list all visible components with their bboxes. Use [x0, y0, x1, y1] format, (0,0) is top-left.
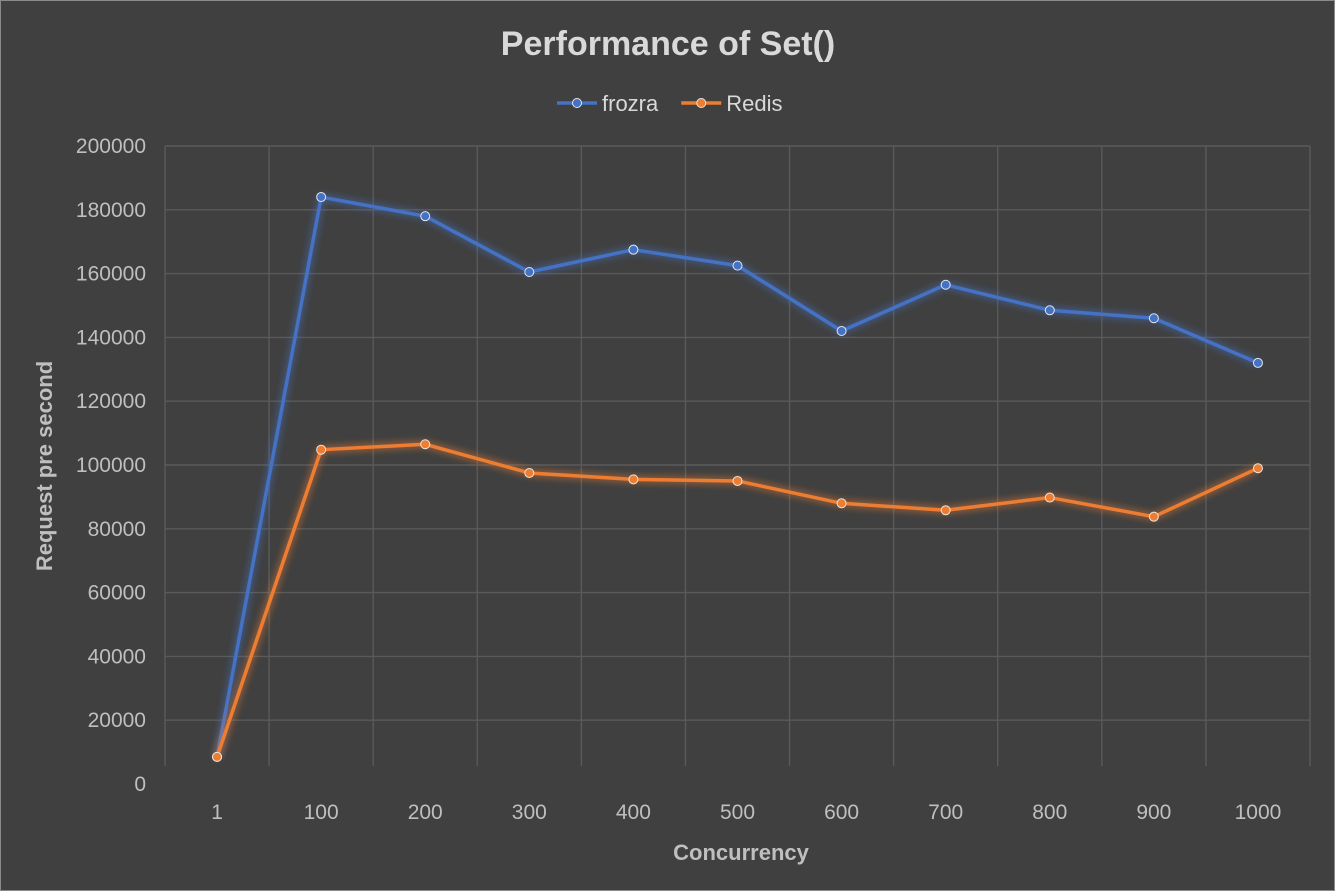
y-tick-label: 20000 — [88, 709, 146, 732]
x-tick-label: 400 — [616, 801, 651, 824]
data-point-redis — [420, 439, 431, 450]
x-tick-label: 300 — [512, 801, 547, 824]
legend-marker-redis — [696, 98, 707, 108]
series-group — [212, 192, 1263, 762]
y-tick-label: 160000 — [76, 263, 146, 286]
data-point-frozra — [940, 279, 951, 290]
legend: frozra Redis — [557, 91, 783, 116]
x-tick-label: 800 — [1032, 801, 1067, 824]
y-tick-label: 200000 — [76, 135, 146, 158]
data-point-redis — [316, 444, 327, 455]
data-point-frozra — [1148, 313, 1159, 324]
data-point-redis — [524, 467, 535, 478]
data-point-frozra — [628, 244, 639, 255]
y-tick-label: 80000 — [88, 518, 146, 541]
y-axis-title: Request pre second — [32, 361, 57, 571]
legend-label-redis: Redis — [726, 91, 782, 116]
y-tick-label: 140000 — [76, 326, 146, 349]
y-tick-label: 0 — [134, 773, 146, 796]
x-tick-label: 500 — [720, 801, 755, 824]
x-axis-ticks: 1 100 200 300 400 500 600 700 800 900 1000 — [211, 801, 1281, 824]
y-axis-ticks: 0 20000 40000 60000 80000 100000 120000 140000 1… — [76, 135, 146, 796]
data-point-redis — [212, 751, 223, 762]
chart-title: Performance of Set() — [501, 25, 835, 63]
y-tick-label: 60000 — [88, 582, 146, 605]
data-point-frozra — [420, 211, 431, 222]
data-point-frozra — [524, 267, 535, 278]
data-point-frozra — [1252, 357, 1263, 368]
y-tick-label: 100000 — [76, 454, 146, 477]
x-tick-label: 600 — [824, 801, 859, 824]
data-point-frozra — [316, 192, 327, 203]
x-tick-label: 100 — [304, 801, 339, 824]
data-point-redis — [1252, 463, 1263, 474]
data-point-frozra — [836, 326, 847, 337]
x-tick-label: 200 — [408, 801, 443, 824]
y-tick-label: 40000 — [88, 645, 146, 668]
data-point-redis — [628, 474, 639, 485]
legend-label-frozra: frozra — [602, 91, 659, 116]
data-point-frozra — [1044, 305, 1055, 316]
data-point-redis — [940, 505, 951, 516]
legend-marker-frozra — [572, 98, 582, 108]
x-tick-label: 1000 — [1235, 801, 1282, 824]
data-point-redis — [836, 498, 847, 509]
x-axis-title: Concurrency — [673, 840, 809, 865]
x-tick-label: 700 — [928, 801, 963, 824]
x-tick-label: 900 — [1136, 801, 1171, 824]
data-point-redis — [1044, 492, 1055, 503]
data-point-redis — [732, 475, 743, 486]
gridlines — [164, 145, 1311, 766]
y-tick-label: 120000 — [76, 390, 146, 413]
data-point-frozra — [732, 260, 743, 271]
x-tick-label: 1 — [211, 801, 223, 824]
data-point-redis — [1148, 511, 1159, 522]
y-tick-label: 180000 — [76, 199, 146, 222]
